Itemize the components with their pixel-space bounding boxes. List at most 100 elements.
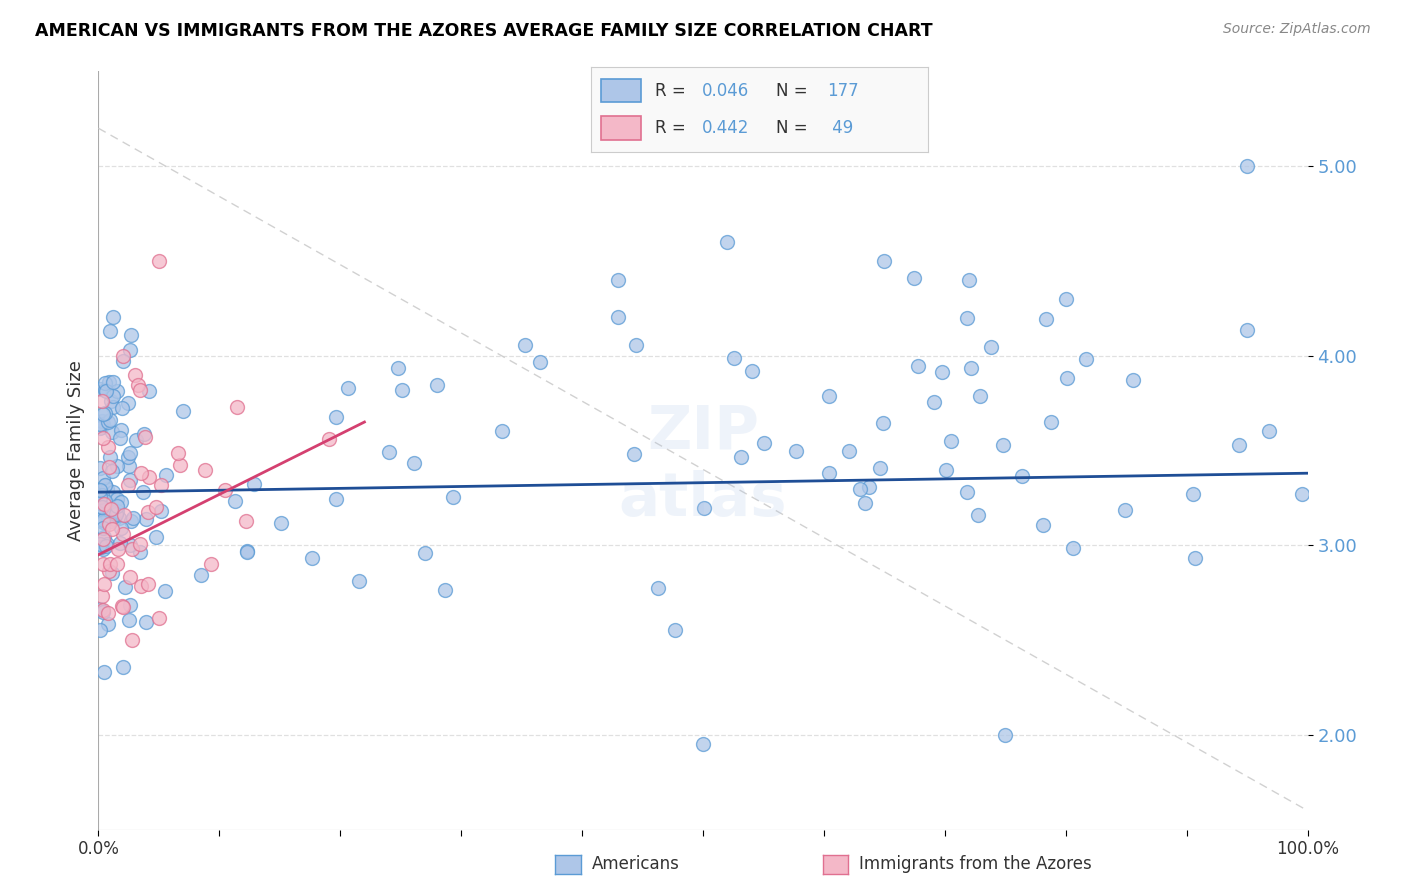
Point (98, 413, 121, 427)
Point (138, 384, 160, 398)
Point (434, 582, 457, 597)
Text: Americans: Americans (592, 855, 681, 873)
Point (89, 623, 111, 637)
Point (994, 728, 1017, 742)
Point (93, 530, 115, 544)
Point (90, 500, 112, 514)
Point (148, 254, 170, 268)
Point (785, 443, 807, 458)
Point (96, 384, 118, 399)
Point (104, 507, 127, 521)
Point (931, 366, 953, 380)
Point (132, 426, 155, 441)
Point (1291, 486, 1313, 500)
Text: Source: ZipAtlas.com: Source: ZipAtlas.com (1223, 22, 1371, 37)
Point (1236, 159, 1258, 173)
Point (89, 417, 111, 431)
Point (93, 521, 115, 535)
Point (94, 493, 117, 508)
Point (89, 490, 111, 504)
Point (226, 400, 249, 414)
Text: 0.046: 0.046 (702, 82, 749, 100)
Point (91, 515, 114, 529)
Point (190, 567, 212, 582)
Point (194, 463, 217, 477)
Point (980, 340, 1002, 354)
Point (121, 633, 143, 648)
Point (153, 583, 176, 598)
Point (91, 603, 114, 617)
Point (872, 416, 894, 430)
Point (111, 600, 134, 615)
Point (214, 483, 236, 497)
Point (270, 516, 292, 531)
Point (1054, 292, 1077, 306)
Point (129, 383, 152, 397)
Point (236, 543, 259, 558)
Point (114, 580, 136, 594)
Point (98, 450, 121, 465)
Text: N =: N = (776, 119, 807, 136)
Point (134, 430, 156, 444)
Point (117, 450, 139, 464)
Point (110, 494, 132, 508)
Point (101, 425, 124, 439)
Point (1035, 312, 1057, 326)
Point (91, 501, 114, 516)
Point (97, 617, 120, 632)
Point (101, 310, 124, 325)
Point (96, 509, 118, 524)
Point (93, 383, 115, 397)
Point (89, 503, 111, 517)
Point (441, 490, 464, 504)
Point (1114, 503, 1136, 517)
Point (692, 737, 714, 751)
Text: N =: N = (776, 82, 807, 100)
Y-axis label: Average Family Size: Average Family Size (66, 360, 84, 541)
Point (135, 615, 157, 629)
Point (243, 477, 266, 491)
Point (922, 395, 945, 409)
Point (120, 538, 142, 552)
Point (91, 408, 114, 422)
FancyBboxPatch shape (600, 78, 641, 103)
Point (98, 557, 121, 571)
Point (624, 338, 647, 352)
Point (91, 533, 114, 547)
Point (91, 589, 114, 603)
Point (960, 361, 983, 376)
Point (105, 458, 128, 473)
Point (491, 424, 513, 438)
Point (235, 514, 257, 528)
Point (112, 508, 135, 522)
Point (853, 496, 876, 510)
Point (1039, 415, 1062, 429)
Point (301, 551, 323, 566)
Point (101, 521, 124, 535)
Point (89, 421, 111, 435)
Point (858, 480, 880, 494)
Point (91, 513, 114, 527)
Point (110, 521, 132, 535)
Point (89, 513, 111, 527)
Point (129, 579, 152, 593)
Point (325, 409, 347, 424)
Point (89, 483, 111, 497)
Point (91, 606, 114, 620)
Point (118, 473, 141, 487)
Point (969, 389, 991, 403)
Point (907, 359, 929, 373)
Point (136, 505, 159, 519)
Point (991, 438, 1014, 452)
Point (98, 517, 121, 532)
Point (90, 540, 112, 554)
Point (98, 459, 121, 474)
Point (935, 463, 957, 477)
Point (96, 539, 118, 553)
Point (117, 396, 139, 410)
Point (120, 445, 142, 459)
Point (101, 485, 124, 500)
Point (89, 602, 111, 616)
Point (402, 456, 425, 470)
Point (98, 324, 121, 338)
